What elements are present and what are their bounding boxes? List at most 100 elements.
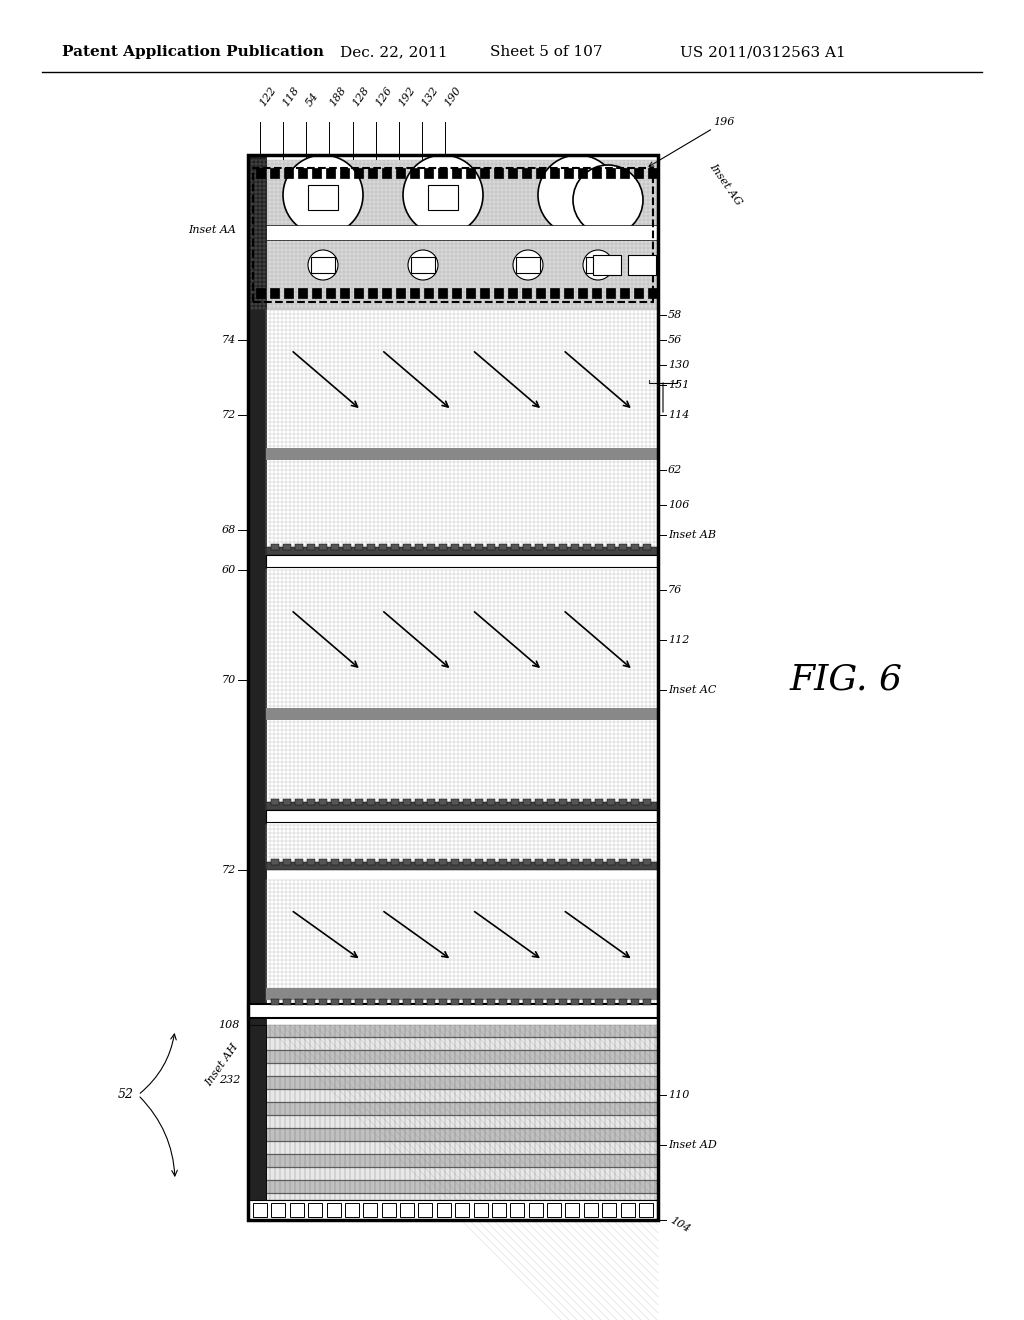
Circle shape <box>408 249 438 280</box>
Bar <box>466 288 475 298</box>
Text: Inset AH: Inset AH <box>204 1041 240 1088</box>
Bar <box>427 859 435 865</box>
Text: 58: 58 <box>668 310 682 319</box>
Bar <box>451 799 459 805</box>
Circle shape <box>583 249 613 280</box>
Bar <box>516 257 540 273</box>
Bar <box>571 859 579 865</box>
Bar <box>536 288 545 298</box>
Bar <box>648 288 657 298</box>
Bar <box>266 570 658 810</box>
Bar <box>283 859 291 865</box>
Bar <box>439 544 447 550</box>
Bar <box>528 1203 543 1217</box>
Text: Dec. 22, 2011: Dec. 22, 2011 <box>340 45 447 59</box>
Bar <box>312 168 321 178</box>
Bar <box>639 1203 653 1217</box>
Bar <box>307 799 315 805</box>
Bar <box>621 1203 635 1217</box>
Bar <box>368 288 377 298</box>
Text: 54: 54 <box>304 91 321 108</box>
Bar <box>248 1005 658 1018</box>
Text: Inset AD: Inset AD <box>668 1140 717 1150</box>
Bar <box>452 288 461 298</box>
Bar <box>298 288 307 298</box>
Bar <box>631 859 639 865</box>
Bar <box>415 859 423 865</box>
Bar <box>396 168 406 178</box>
Bar <box>547 544 555 550</box>
Bar <box>355 999 362 1005</box>
Bar <box>607 859 615 865</box>
Bar <box>419 1203 432 1217</box>
Bar <box>411 257 435 273</box>
Bar <box>248 160 658 310</box>
Bar <box>345 1203 358 1217</box>
Bar <box>319 544 327 550</box>
Bar <box>508 288 517 298</box>
Circle shape <box>513 249 543 280</box>
Bar <box>266 310 658 554</box>
Bar <box>248 154 658 1220</box>
Bar <box>319 999 327 1005</box>
Bar <box>415 799 423 805</box>
Bar <box>319 799 327 805</box>
Bar <box>602 1203 616 1217</box>
Bar <box>266 1038 658 1049</box>
Bar <box>343 859 351 865</box>
Bar <box>283 799 291 805</box>
Bar <box>340 168 349 178</box>
Text: 132: 132 <box>420 84 440 108</box>
Bar <box>607 999 615 1005</box>
Bar <box>307 544 315 550</box>
Bar <box>403 999 411 1005</box>
Bar <box>248 154 266 1200</box>
Bar <box>343 999 351 1005</box>
Text: US 2011/0312563 A1: US 2011/0312563 A1 <box>680 45 846 59</box>
Bar <box>452 168 461 178</box>
Text: 110: 110 <box>668 1090 689 1100</box>
Bar <box>634 168 643 178</box>
Bar <box>643 544 651 550</box>
Bar <box>427 544 435 550</box>
Text: Inset AB: Inset AB <box>668 531 716 540</box>
Text: 128: 128 <box>350 84 371 108</box>
Bar <box>439 799 447 805</box>
Bar <box>584 1203 598 1217</box>
Bar <box>634 288 643 298</box>
Bar <box>253 168 653 302</box>
Bar <box>511 544 519 550</box>
Bar <box>511 799 519 805</box>
Circle shape <box>403 154 483 235</box>
Bar <box>559 544 567 550</box>
Bar <box>564 168 573 178</box>
Bar <box>266 447 658 459</box>
Bar <box>578 168 587 178</box>
Bar <box>550 168 559 178</box>
Bar <box>343 544 351 550</box>
Bar <box>428 185 458 210</box>
Bar <box>466 168 475 178</box>
Bar <box>618 799 627 805</box>
Bar <box>523 799 531 805</box>
Bar <box>266 825 658 870</box>
Text: 104: 104 <box>668 1216 691 1234</box>
Bar <box>595 859 603 865</box>
Bar <box>535 544 543 550</box>
Bar <box>547 999 555 1005</box>
Bar <box>391 859 399 865</box>
Bar <box>266 224 658 240</box>
Text: 72: 72 <box>222 411 236 420</box>
Text: 130: 130 <box>668 360 689 370</box>
Bar <box>391 799 399 805</box>
Bar <box>606 288 615 298</box>
Bar <box>643 859 651 865</box>
Text: 76: 76 <box>668 585 682 595</box>
Text: 114: 114 <box>668 411 689 420</box>
Bar <box>547 799 555 805</box>
Bar <box>438 288 447 298</box>
Bar <box>367 544 375 550</box>
Text: 112: 112 <box>668 635 689 645</box>
Bar <box>266 1026 658 1038</box>
Bar <box>248 1200 658 1220</box>
